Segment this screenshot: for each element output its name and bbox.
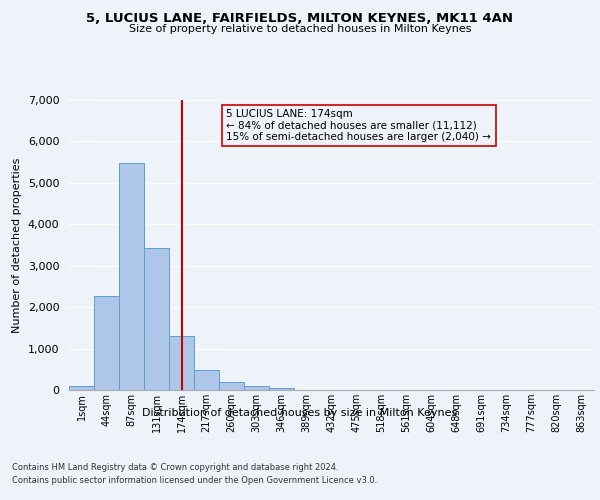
Text: Contains public sector information licensed under the Open Government Licence v3: Contains public sector information licen… <box>12 476 377 485</box>
Bar <box>269 388 294 390</box>
Text: 5 LUCIUS LANE: 174sqm
← 84% of detached houses are smaller (11,112)
15% of semi-: 5 LUCIUS LANE: 174sqm ← 84% of detached … <box>227 108 491 142</box>
Bar <box>119 164 144 390</box>
Bar <box>244 386 269 390</box>
Text: Distribution of detached houses by size in Milton Keynes: Distribution of detached houses by size … <box>142 408 458 418</box>
Bar <box>169 336 194 390</box>
Bar <box>94 296 119 390</box>
Text: 5, LUCIUS LANE, FAIRFIELDS, MILTON KEYNES, MK11 4AN: 5, LUCIUS LANE, FAIRFIELDS, MILTON KEYNE… <box>86 12 514 26</box>
Bar <box>144 248 169 390</box>
Bar <box>219 382 244 390</box>
Y-axis label: Number of detached properties: Number of detached properties <box>12 158 22 332</box>
Text: Contains HM Land Registry data © Crown copyright and database right 2024.: Contains HM Land Registry data © Crown c… <box>12 462 338 471</box>
Bar <box>69 386 94 390</box>
Bar <box>194 370 219 390</box>
Text: Size of property relative to detached houses in Milton Keynes: Size of property relative to detached ho… <box>129 24 471 34</box>
